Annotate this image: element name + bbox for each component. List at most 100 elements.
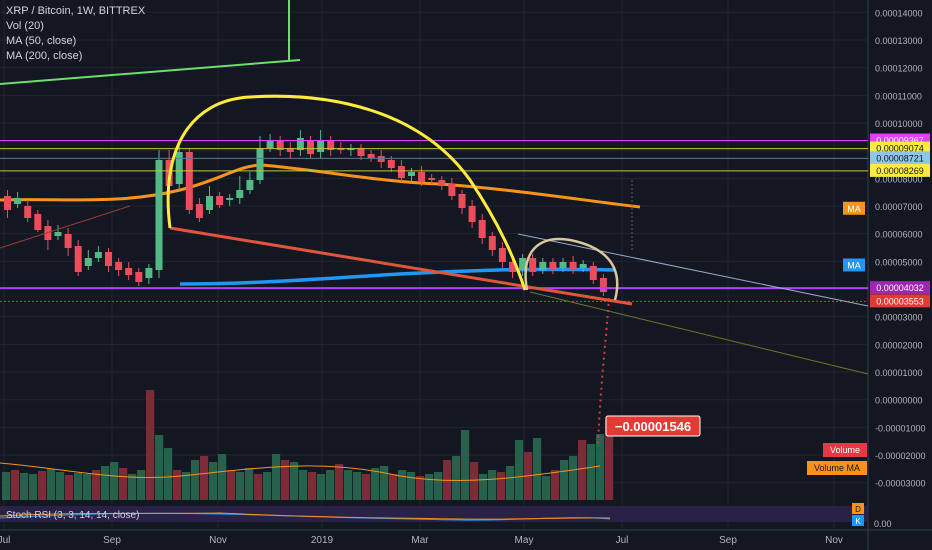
- volume-bar: [317, 474, 326, 500]
- volume-bar: [569, 456, 578, 500]
- volume-bar: [173, 470, 182, 500]
- volume-bar: [596, 434, 605, 500]
- candle-body: [428, 178, 436, 180]
- volume-bar: [191, 460, 200, 500]
- stoch-d-box: [852, 503, 864, 514]
- volume-bar: [119, 468, 128, 500]
- x-tick-label: May: [515, 535, 534, 546]
- volume-bar: [128, 474, 137, 500]
- candle-body: [135, 272, 143, 282]
- channel-line: [517, 233, 869, 307]
- volume-bar: [110, 462, 119, 500]
- candle-body: [307, 140, 314, 154]
- volume-bar: [281, 460, 290, 500]
- volume-bar: [389, 474, 398, 500]
- volume-bar: [272, 454, 281, 500]
- legend-ma50[interactable]: MA (50, close): [6, 35, 77, 47]
- stoch-band: [0, 506, 868, 522]
- stoch-rsi-label[interactable]: Stoch RSI (3, 3, 14, 14, close): [6, 510, 140, 521]
- volume-bar: [290, 462, 299, 500]
- y-tick-label: 0.00000000: [875, 396, 923, 406]
- price-label-text: 0.00004032: [876, 283, 924, 293]
- candle-body: [478, 220, 486, 238]
- price-label-text: 0.00008269: [876, 166, 924, 176]
- olive-line: [529, 291, 869, 375]
- legend-vol[interactable]: Vol (20): [6, 20, 44, 32]
- price-label-box: [870, 151, 930, 165]
- price-label-box: [870, 141, 930, 155]
- price-label-text: MA: [847, 260, 861, 270]
- y-tick-label: -0.00002000: [875, 451, 926, 461]
- volume-bar: [398, 470, 407, 500]
- candle-body: [24, 206, 32, 218]
- candle-body: [539, 262, 547, 270]
- volume-bar: [515, 440, 524, 500]
- candle-body: [438, 180, 446, 186]
- price-label-box: [870, 163, 930, 177]
- volume-ma-line: [0, 462, 601, 482]
- volume-bar: [56, 472, 65, 500]
- volume-bar: [542, 476, 551, 500]
- volume-bar: [371, 468, 380, 500]
- volume-bar: [434, 472, 443, 500]
- y-tick-label: 0.00010000: [875, 119, 923, 129]
- price-label-box: [870, 281, 930, 295]
- drop-annotation: −0.00001546: [605, 415, 701, 437]
- x-tick-label: Nov: [825, 535, 843, 546]
- volume-bar: [245, 468, 254, 500]
- volume-bar: [47, 469, 56, 500]
- stoch-k-text: K: [855, 517, 861, 526]
- volume-bar: [236, 472, 245, 500]
- volume-bar: [488, 470, 497, 500]
- y-tick-label: 0.00013000: [875, 36, 923, 46]
- candle-body: [579, 264, 587, 268]
- y-tick-label: -0.00003000: [875, 479, 926, 489]
- candle-body: [246, 180, 254, 190]
- x-tick-label: Jul: [616, 535, 629, 546]
- volume-bar: [605, 420, 614, 500]
- volume-bar: [416, 476, 425, 500]
- candle-body: [367, 154, 375, 158]
- volume-bar: [74, 473, 83, 500]
- volume-bar: [353, 472, 362, 500]
- volume-bar: [146, 390, 155, 500]
- volume-bar: [425, 474, 434, 500]
- price-label-box: [843, 258, 865, 272]
- volume-bar: [362, 474, 371, 500]
- ma50-line: [0, 163, 641, 209]
- candle-body: [54, 232, 62, 236]
- candle-body: [84, 258, 92, 266]
- price-label-text: 0.00008721: [876, 153, 924, 163]
- price-label-text: 0.00003553: [876, 296, 924, 306]
- volume-bar: [164, 448, 173, 500]
- candle-body: [195, 204, 203, 218]
- volume-bar: [65, 475, 74, 500]
- volume-bar: [506, 466, 515, 500]
- stoch-k-box: [852, 515, 864, 526]
- candle-body: [448, 184, 456, 196]
- volume-bar: [263, 472, 272, 500]
- candle-body: [296, 138, 304, 150]
- candle-body: [317, 140, 325, 152]
- volume-bar: [479, 474, 488, 500]
- volume-bar: [308, 472, 317, 500]
- candle-body: [266, 140, 274, 148]
- y-tick-label: 0.00005000: [875, 257, 923, 267]
- y-tick-label: -0.00001000: [875, 423, 926, 433]
- volume-bar: [452, 456, 461, 500]
- candle-body: [488, 236, 496, 250]
- legend-ma200[interactable]: MA (200, close): [6, 50, 83, 62]
- x-tick-label: Sep: [719, 535, 737, 546]
- cup-arc: [524, 237, 619, 301]
- candle-body: [216, 196, 224, 205]
- stoch-d-line: [0, 512, 611, 520]
- candle-body: [145, 268, 153, 278]
- volume-bar: [380, 466, 389, 500]
- volume-bar: [137, 470, 146, 500]
- candle-body: [175, 152, 183, 184]
- price-label-text: MA: [847, 204, 861, 214]
- legend-title[interactable]: XRP / Bitcoin, 1W, BITTREX: [6, 5, 146, 17]
- volume-bar: [578, 440, 587, 500]
